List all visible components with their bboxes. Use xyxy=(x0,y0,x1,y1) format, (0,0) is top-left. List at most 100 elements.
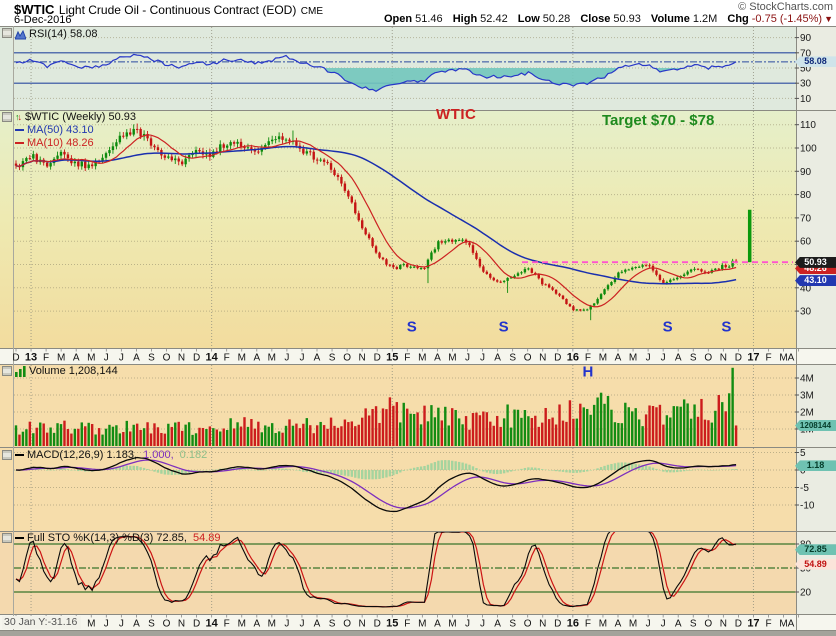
axis-label: N xyxy=(359,353,366,364)
open-label: Open xyxy=(384,13,413,25)
sto-swatch xyxy=(15,537,24,539)
volume-label: Volume xyxy=(650,13,690,25)
axis-label: J xyxy=(480,353,485,364)
axis-label: 90 xyxy=(800,33,812,44)
axis-label: A xyxy=(494,619,501,630)
sto-k-value-bubble: 72.85 xyxy=(795,544,836,556)
axis-label: M xyxy=(268,619,276,630)
axis-label: M xyxy=(418,353,426,364)
candlestick-icon: ↑↓ xyxy=(15,112,22,122)
axis-label: 14 xyxy=(206,618,219,630)
axis-label: M xyxy=(57,353,65,364)
instrument-name: Light Crude Oil - Continuous Contract (E… xyxy=(58,3,297,17)
axis-label: 20 xyxy=(800,588,812,599)
axis-label: J xyxy=(119,353,124,364)
annotation-target-label: Target $70 - $78 xyxy=(602,112,715,129)
axis-label: D xyxy=(374,619,381,630)
axis-label: A xyxy=(434,353,441,364)
axis-label: S xyxy=(509,619,516,630)
axis-label: 110 xyxy=(800,120,816,131)
axis-label: O xyxy=(704,619,712,630)
price-legend-label: $WTIC (Weekly) 50.93 xyxy=(25,111,137,123)
ma50-legend: MA(50) 43.10 xyxy=(15,124,94,136)
sto-legend-label: Full STO %K(14,3) %D(3) 72.85, xyxy=(27,532,187,544)
axis-label: A xyxy=(675,619,682,630)
panel-borders xyxy=(0,26,836,631)
axis-label: O xyxy=(524,619,532,630)
axis-label: 15 xyxy=(386,352,398,364)
volume-value-bubble: 1208144 xyxy=(795,419,836,431)
annotation-s-label: S xyxy=(662,318,673,336)
axis-label: F xyxy=(224,619,230,630)
axis-label: D xyxy=(554,353,561,364)
price-legend: ↑↓ $WTIC (Weekly) 50.93 xyxy=(15,111,136,123)
rsi-line xyxy=(15,53,737,92)
axis-label: O xyxy=(524,353,532,364)
ma10-legend: MA(10) 48.26 xyxy=(15,137,94,149)
axis-label: M xyxy=(779,619,787,630)
axis-label: N xyxy=(178,619,185,630)
axis-label: A xyxy=(133,619,140,630)
axis-label: A xyxy=(788,353,795,364)
axis-label: A xyxy=(314,353,321,364)
ticker-symbol: $WTIC xyxy=(14,2,55,17)
axis-label: A xyxy=(494,353,501,364)
axis-label: 17 xyxy=(747,618,759,630)
close-value-bubble: 50.93 xyxy=(795,256,836,268)
axis-label: S xyxy=(329,353,336,364)
sto-legend: Full STO %K(14,3) %D(3) 72.85, 54.89 xyxy=(15,532,221,544)
axis-label: M xyxy=(87,619,95,630)
axis-label: S xyxy=(148,353,155,364)
annotation-s-label: S xyxy=(498,318,509,336)
axis-label: 60 xyxy=(800,237,812,248)
axis-label: F xyxy=(404,353,410,364)
axis-label: S xyxy=(148,619,155,630)
panel-handle-icon xyxy=(2,112,12,122)
close-label: Close xyxy=(580,13,611,25)
axis-label: J xyxy=(661,619,666,630)
axis-label: J xyxy=(646,353,651,364)
axis-label: 70 xyxy=(800,213,812,224)
axis-label: 100 xyxy=(800,144,817,155)
axis-label: A xyxy=(133,353,140,364)
axis-label: F xyxy=(404,619,410,630)
axis-label: M xyxy=(238,353,246,364)
axis-label: F xyxy=(765,353,771,364)
axis-label: 14 xyxy=(206,352,219,364)
axis-label: J xyxy=(480,619,485,630)
sto-d-value-bubble: 54.89 xyxy=(795,558,836,570)
band-lines xyxy=(14,52,796,593)
axis-label: J xyxy=(465,619,470,630)
volume-legend-label: Volume 1,208,144 xyxy=(29,365,118,377)
axis-label: M xyxy=(268,353,276,364)
axis-label: J xyxy=(104,619,109,630)
high-value: 52.42 xyxy=(480,13,508,25)
low-label: Low xyxy=(517,13,540,25)
axis-label: 16 xyxy=(567,352,579,364)
axis-label: S xyxy=(690,353,697,364)
axis-label: M xyxy=(448,353,456,364)
axis-label: M xyxy=(238,619,246,630)
axis-label: J xyxy=(119,619,124,630)
axis-label: N xyxy=(720,353,727,364)
high-label: High xyxy=(452,13,478,25)
axis-label: M xyxy=(629,353,637,364)
ma10-line xyxy=(15,134,737,308)
axis-label: 50 xyxy=(800,64,812,75)
ma50-swatch xyxy=(15,129,24,131)
axis-label: A xyxy=(314,619,321,630)
axis-label: A xyxy=(73,353,80,364)
macd-swatch xyxy=(15,454,24,456)
axis-label: 30 xyxy=(800,307,812,318)
axis-label: A xyxy=(615,619,622,630)
axis-label: N xyxy=(539,353,546,364)
axis-label: O xyxy=(343,353,351,364)
annotation-s-label: S xyxy=(406,318,417,336)
open-value: 51.46 xyxy=(415,13,443,25)
axis-label: D xyxy=(193,353,200,364)
axis-label: O xyxy=(163,353,171,364)
axis-label: A xyxy=(434,619,441,630)
axis-label: S xyxy=(690,619,697,630)
sto-plot xyxy=(15,532,737,608)
chg-value: -0.75 (-1.45%) xyxy=(751,13,823,25)
